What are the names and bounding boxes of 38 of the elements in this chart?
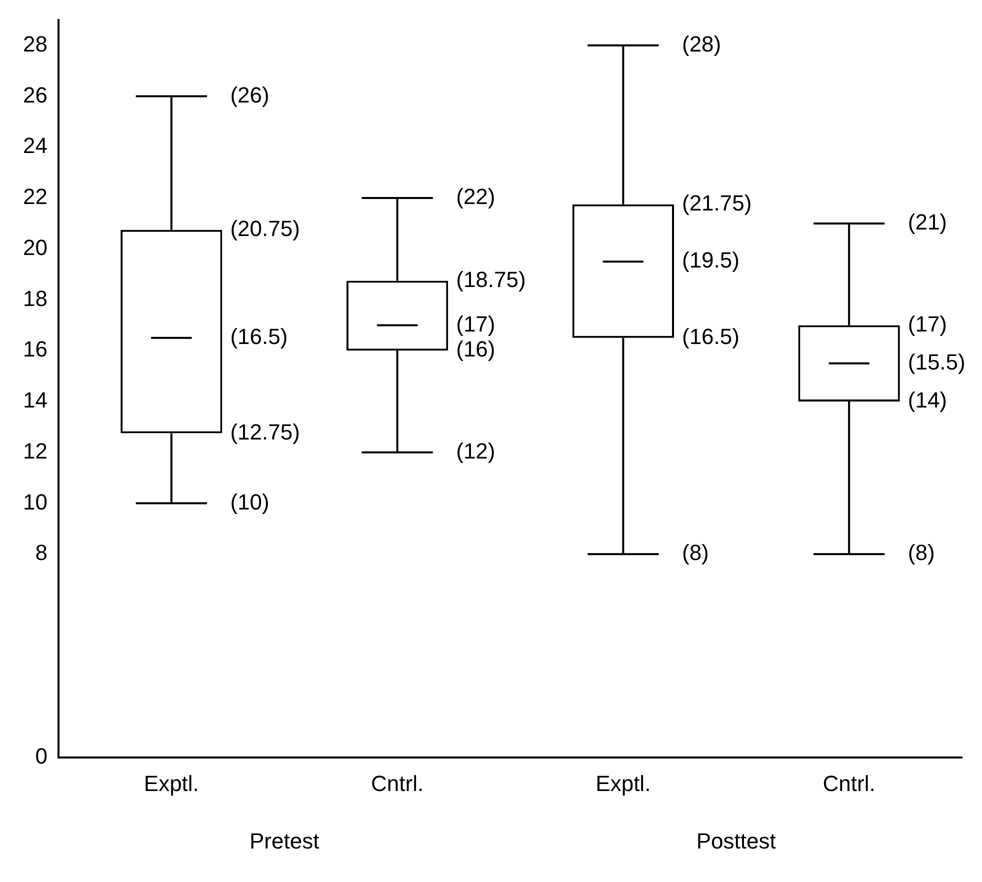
text: (19.5) xyxy=(682,248,740,273)
y-tick-label: 10 xyxy=(22,489,48,514)
y-tick-label: 0 xyxy=(35,744,48,769)
y-tick-label: 14 xyxy=(22,388,48,413)
y-tick-label: 16 xyxy=(22,336,48,362)
y-tick-label: 22 xyxy=(22,184,48,210)
x-tick-label: Cntrl. xyxy=(371,770,424,796)
text: (8) xyxy=(908,540,935,566)
text: (28) xyxy=(682,31,722,56)
y-tick-label: 20 xyxy=(22,234,48,260)
y-tick-label: 8 xyxy=(35,540,48,566)
text: (16.5) xyxy=(682,324,740,349)
text: (16) xyxy=(456,336,496,362)
text: (21.75) xyxy=(682,190,752,216)
text: (16.5) xyxy=(230,324,288,349)
y-tick-label: 26 xyxy=(22,82,48,108)
text: Pretest xyxy=(250,828,320,854)
text: (17) xyxy=(456,311,496,336)
text: (14) xyxy=(908,388,948,413)
text: (15.5) xyxy=(908,349,966,374)
y-tick-label: 12 xyxy=(22,438,48,464)
text: (21) xyxy=(908,210,948,235)
text: (26) xyxy=(230,82,270,108)
text: (10) xyxy=(230,489,270,514)
text: (17) xyxy=(908,311,948,336)
text: (12.75) xyxy=(230,419,300,444)
y-tick-label: 28 xyxy=(22,31,48,56)
y-tick-label: 24 xyxy=(22,133,48,158)
text: (22) xyxy=(456,184,496,210)
x-tick-label: Exptl. xyxy=(596,770,651,796)
text: (20.75) xyxy=(230,216,300,241)
x-tick-label: Cntrl. xyxy=(822,770,876,796)
text: (18.75) xyxy=(456,266,526,292)
text: (12) xyxy=(456,438,496,464)
text: Posttest xyxy=(696,828,776,854)
text: (8) xyxy=(682,540,709,566)
x-tick-label: Exptl. xyxy=(144,770,199,796)
y-tick-label: 18 xyxy=(22,286,48,311)
